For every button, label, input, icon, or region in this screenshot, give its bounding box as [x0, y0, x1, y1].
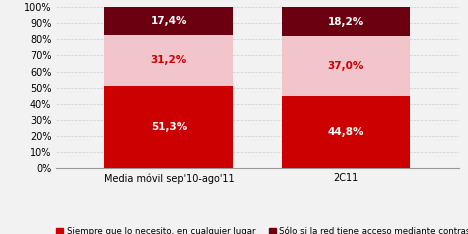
Text: 51,3%: 51,3% — [151, 122, 187, 132]
Bar — [104, 7, 233, 35]
Bar — [282, 37, 410, 96]
Text: 44,8%: 44,8% — [328, 127, 364, 137]
Bar — [104, 35, 233, 86]
Text: 17,4%: 17,4% — [151, 16, 187, 26]
Bar — [282, 96, 410, 168]
Text: 31,2%: 31,2% — [151, 55, 187, 66]
Text: 37,0%: 37,0% — [328, 61, 364, 71]
Bar — [104, 86, 233, 168]
Legend: Siempre que lo necesito, en cualquier lugar, Lo hago sólo para hacer ciertas  op: Siempre que lo necesito, en cualquier lu… — [57, 227, 468, 234]
Bar — [282, 7, 410, 37]
Text: 18,2%: 18,2% — [328, 17, 364, 27]
